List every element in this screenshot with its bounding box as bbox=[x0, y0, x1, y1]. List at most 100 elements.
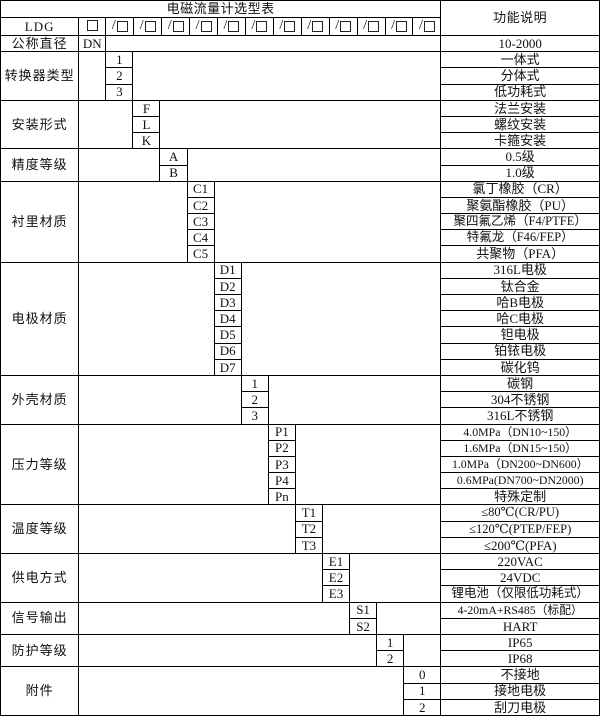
code-cell[interactable]: Pn bbox=[267, 488, 296, 506]
description-cell: 1.0MPa（DN200~DN600） bbox=[440, 455, 600, 474]
code-cell[interactable]: 3 bbox=[240, 407, 269, 425]
description-cell: 铂铱电极 bbox=[440, 342, 600, 360]
code-cell[interactable]: D3 bbox=[213, 293, 242, 312]
code-cell[interactable]: D4 bbox=[213, 310, 242, 328]
table-row: 温度等级 T1 ≤80℃(CR/PU) bbox=[0, 504, 600, 554]
table-row: C2 聚氨酯橡胶（PU） bbox=[1, 196, 600, 215]
code-slot-plain[interactable] bbox=[78, 17, 107, 36]
blank-left-7 bbox=[78, 374, 242, 425]
code-slot-slashed[interactable]: / bbox=[107, 18, 135, 35]
code-cell[interactable]: C4 bbox=[186, 229, 215, 247]
table-row: 1 接地电极 bbox=[1, 682, 600, 700]
row-label-3: 安装形式 bbox=[0, 99, 80, 150]
code-cell[interactable]: L bbox=[132, 115, 161, 134]
code-slot-slashed[interactable]: / bbox=[386, 18, 414, 35]
code-slot-slashed[interactable]: / bbox=[218, 18, 246, 35]
blank-right-1 bbox=[105, 34, 442, 53]
code-cell[interactable]: E3 bbox=[321, 585, 351, 603]
code-cell[interactable]: E2 bbox=[321, 569, 351, 587]
code-cell[interactable]: D6 bbox=[213, 342, 242, 360]
code-cell[interactable]: P4 bbox=[267, 472, 296, 490]
blank-right-4 bbox=[186, 148, 442, 182]
table-row: C4 特氟龙（F46/FEP） bbox=[1, 229, 600, 247]
description-cell: 1.0级 bbox=[440, 164, 600, 182]
description-cell: IP65 bbox=[440, 633, 600, 652]
description-cell: 0.5级 bbox=[440, 148, 600, 166]
description-cell: ≤80℃(CR/PU) bbox=[440, 504, 600, 522]
code-cell[interactable]: D7 bbox=[213, 358, 242, 376]
empty-box-icon bbox=[228, 21, 240, 32]
code-cell[interactable]: 2 bbox=[105, 67, 134, 85]
model-prefix-label: LDG bbox=[0, 17, 80, 36]
code-slot-slashed[interactable]: / bbox=[162, 18, 191, 35]
code-cell[interactable]: 1 bbox=[403, 682, 442, 700]
row-label-4: 精度等级 bbox=[0, 148, 80, 182]
code-cell[interactable]: C2 bbox=[186, 196, 215, 215]
code-cell[interactable]: DN bbox=[78, 34, 107, 53]
code-cell[interactable]: 1 bbox=[376, 633, 405, 652]
empty-box-icon bbox=[144, 21, 156, 32]
code-cell[interactable]: D1 bbox=[213, 261, 242, 279]
blank-right-12 bbox=[403, 633, 442, 668]
code-slot-slashed[interactable]: / bbox=[330, 18, 358, 35]
row-label-5: 衬里材质 bbox=[0, 180, 80, 263]
blank-left-5 bbox=[78, 180, 188, 263]
blank-right-11 bbox=[376, 601, 442, 635]
code-cell[interactable]: 1 bbox=[240, 374, 269, 393]
code-cell[interactable]: T2 bbox=[294, 520, 323, 538]
code-cell[interactable]: F bbox=[132, 99, 161, 117]
table-row: 信号输出 S1 4-20mA+RS485（标配） bbox=[0, 601, 600, 635]
code-cell[interactable]: T3 bbox=[294, 536, 323, 555]
code-cell[interactable]: S2 bbox=[349, 617, 378, 635]
code-cell[interactable]: T1 bbox=[294, 504, 323, 522]
code-cell[interactable]: B bbox=[159, 164, 188, 182]
empty-box-icon bbox=[86, 19, 98, 31]
code-slot-slashed[interactable]: / bbox=[246, 18, 274, 35]
code-cell[interactable]: 2 bbox=[403, 698, 442, 716]
slash-separator-icon: / bbox=[139, 17, 144, 33]
code-cell[interactable]: C5 bbox=[186, 245, 215, 263]
code-cell[interactable]: E1 bbox=[321, 552, 351, 571]
description-cell: 哈B电极 bbox=[440, 293, 600, 312]
code-slot-slashed[interactable]: / bbox=[274, 18, 302, 35]
code-cell[interactable]: D2 bbox=[213, 277, 242, 296]
code-cell[interactable]: C1 bbox=[186, 180, 215, 198]
row-label-8: 压力等级 bbox=[0, 423, 80, 506]
blank-right-5 bbox=[213, 180, 442, 263]
code-slot-slashed[interactable]: / bbox=[358, 18, 386, 35]
function-description-header: 功能说明 bbox=[440, 0, 600, 36]
code-slot-slashed[interactable]: / bbox=[413, 19, 439, 35]
code-cell[interactable]: A bbox=[159, 148, 188, 166]
description-cell: 不接地 bbox=[440, 666, 600, 684]
code-slot-slashed[interactable]: / bbox=[134, 17, 163, 35]
code-slot-slashed[interactable]: / bbox=[302, 18, 330, 35]
description-cell: 碳钢 bbox=[440, 374, 600, 393]
table-row: P4 0.6MPa(DN700~DN2000) bbox=[1, 472, 600, 490]
empty-box-icon bbox=[368, 21, 380, 32]
table-row: T2 ≤120℃(PTEP/FEP) bbox=[1, 520, 600, 538]
code-cell[interactable]: 2 bbox=[376, 650, 405, 668]
code-cell[interactable]: 3 bbox=[105, 83, 134, 101]
code-cell[interactable]: S1 bbox=[349, 601, 378, 619]
code-cell[interactable]: P2 bbox=[267, 439, 296, 457]
code-cell[interactable]: D5 bbox=[213, 326, 242, 344]
code-cell[interactable]: C3 bbox=[186, 213, 215, 231]
row-label-12: 防护等级 bbox=[0, 633, 80, 668]
description-cell: 螺纹安装 bbox=[440, 115, 600, 134]
code-slot-slashed[interactable]: / bbox=[190, 18, 219, 35]
code-cell[interactable]: 2 bbox=[240, 391, 269, 409]
code-cell[interactable]: P1 bbox=[267, 423, 296, 441]
code-cell[interactable]: 0 bbox=[403, 666, 442, 684]
blank-left-8 bbox=[78, 423, 269, 506]
code-cell[interactable]: K bbox=[132, 132, 161, 150]
description-cell: 24VDC bbox=[440, 569, 600, 587]
description-cell: 钽电极 bbox=[440, 326, 600, 344]
code-cell[interactable]: 1 bbox=[105, 51, 134, 69]
table-row: 安装形式 F 法兰安装 bbox=[0, 99, 600, 150]
code-cell[interactable]: P3 bbox=[267, 455, 296, 474]
description-cell: HART bbox=[440, 617, 600, 635]
code-slot-group[interactable]: / / / / / / / / / / / / bbox=[105, 17, 442, 36]
row-label-11: 信号输出 bbox=[0, 601, 80, 635]
description-cell: 接地电极 bbox=[440, 682, 600, 700]
description-cell: 低功耗式 bbox=[440, 83, 600, 101]
